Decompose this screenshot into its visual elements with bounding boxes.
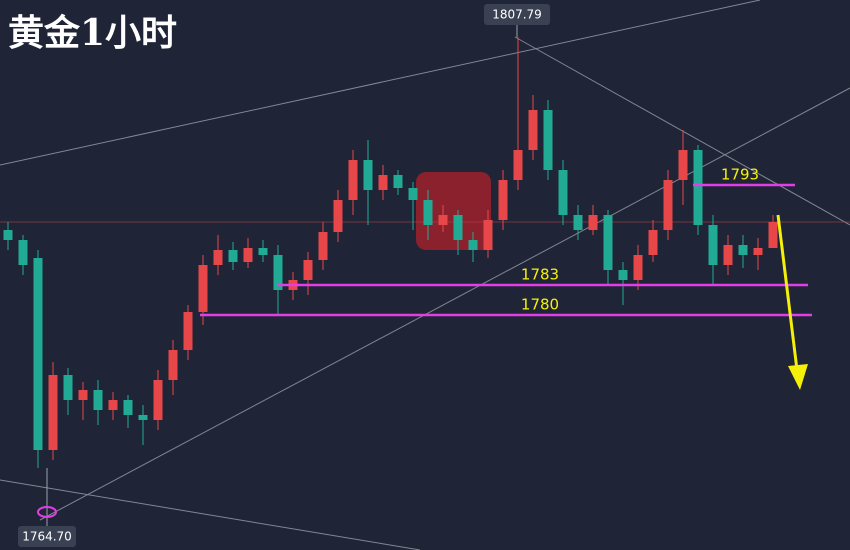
candle-body: [438, 215, 448, 225]
candle-body: [348, 160, 358, 200]
candle-body: [153, 380, 163, 420]
trend-line: [0, 0, 761, 166]
candle-body: [273, 255, 283, 290]
candle-body: [108, 400, 118, 410]
candle-body: [453, 215, 463, 240]
trend-line: [39, 87, 850, 521]
candle-body: [3, 230, 13, 240]
candle-body: [243, 248, 253, 262]
candle-body: [693, 150, 703, 225]
candle-body: [198, 265, 208, 312]
candle-body: [423, 200, 433, 225]
low-label: 1764.70: [22, 530, 72, 544]
candle-body: [48, 375, 58, 450]
candle-body: [723, 245, 733, 265]
candle-body: [588, 215, 598, 230]
candle-body: [363, 160, 373, 190]
candle-body: [183, 312, 193, 350]
level-label: 1780: [521, 296, 559, 314]
candle-body: [408, 188, 418, 200]
candle-body: [498, 180, 508, 220]
candle-body: [258, 248, 268, 255]
candle-body: [483, 220, 493, 250]
candle-body: [123, 400, 133, 415]
candle-body: [78, 390, 88, 400]
candle-body: [228, 250, 238, 262]
candle-body: [528, 110, 538, 150]
candle-body: [663, 180, 673, 230]
trend-line: [0, 479, 421, 550]
level-label: 1783: [521, 266, 559, 284]
candle-body: [393, 175, 403, 188]
seal: [416, 172, 491, 250]
candle-body: [213, 250, 223, 265]
candle-body: [648, 230, 658, 255]
candle-body: [603, 215, 613, 270]
candle-body: [738, 245, 748, 255]
candle-body: [333, 200, 343, 232]
candle-body: [558, 170, 568, 215]
low-marker: [37, 506, 57, 518]
candle-body: [708, 225, 718, 265]
forecast-arrow: [776, 214, 808, 390]
candle-body: [303, 260, 313, 280]
candle-body: [768, 222, 778, 248]
candle-body: [618, 270, 628, 280]
candle-body: [93, 390, 103, 410]
arrow-head: [788, 364, 808, 390]
low-label-box: [18, 526, 76, 547]
candle-body: [378, 175, 388, 190]
candle-body: [318, 232, 328, 260]
high-label: 1807.79: [492, 8, 542, 22]
candle-body: [633, 255, 643, 280]
candle-body: [513, 150, 523, 180]
level-label: 1793: [721, 166, 759, 184]
candle-body: [63, 375, 73, 400]
candle-body: [573, 215, 583, 230]
candle-body: [168, 350, 178, 380]
candle-body: [543, 110, 553, 170]
arrow-shaft: [776, 214, 799, 371]
candle-body: [678, 150, 688, 180]
candle-body: [138, 415, 148, 420]
chart-title: 黄金1小时: [8, 12, 177, 54]
candle-body: [33, 258, 43, 450]
candle-body: [18, 240, 28, 265]
candle-body: [468, 240, 478, 250]
plot: 1793 1783 1780 1807.79 1764.70: [0, 4, 850, 547]
high-label-box: [484, 4, 550, 25]
candle-body: [753, 248, 763, 255]
seal-stamp: [416, 172, 491, 250]
